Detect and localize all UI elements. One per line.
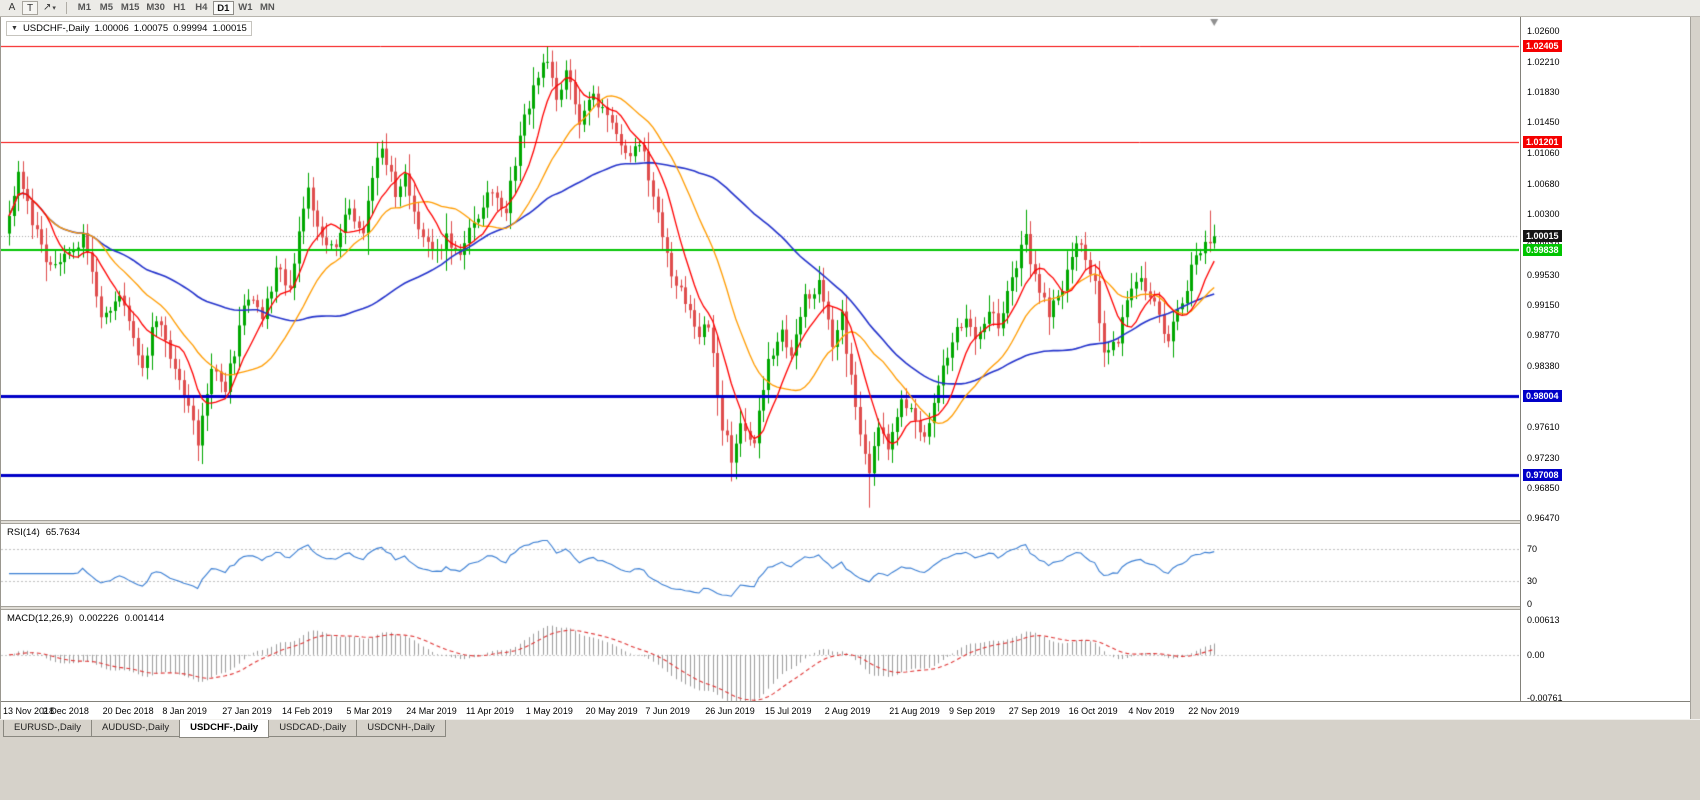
axis-tick-label: -0.00761 <box>1527 693 1563 703</box>
date-tick-label: 15 Jul 2019 <box>765 706 812 716</box>
chart-tab-eurusd[interactable]: EURUSD-,Daily <box>3 720 93 737</box>
timeframe-button-h1[interactable]: H1 <box>173 2 186 13</box>
axis-tick-label: 1.02210 <box>1527 56 1560 67</box>
date-tick-label: 20 May 2019 <box>585 706 638 716</box>
rsi-panel: RSI(14) 65.7634 <box>1 524 1519 606</box>
axis-tick-label: 0.97610 <box>1527 422 1560 433</box>
arrow-icon: ↗ <box>43 2 52 13</box>
date-tick-label: 4 Nov 2019 <box>1128 706 1175 716</box>
timeframe-button-m15[interactable]: M15 <box>120 2 140 13</box>
price-level-badge: 1.02405 <box>1523 40 1562 53</box>
date-tick-label: 1 May 2019 <box>525 706 573 716</box>
date-tick-label: 22 Nov 2019 <box>1188 706 1240 716</box>
date-tick-label: 2 Aug 2019 <box>824 706 871 716</box>
text-tool-button[interactable]: T <box>22 1 38 15</box>
axis-tick-label: 0.99530 <box>1527 269 1560 280</box>
window-right-strip <box>1690 17 1700 719</box>
macd-name: MACD(12,26,9) <box>7 613 73 624</box>
date-tick-label: 2 Dec 2018 <box>42 706 89 716</box>
macd-panel: MACD(12,26,9) 0.002226 0.001414 <box>1 610 1519 701</box>
date-tick-label: 16 Oct 2019 <box>1068 706 1118 716</box>
timeframe-button-mn[interactable]: MN <box>259 2 275 13</box>
timeframe-button-group: M1 M5 M15 M30 H1 H4 D1 W1 MN <box>74 1 278 15</box>
timeframe-button-d1[interactable]: D1 <box>212 1 234 15</box>
macd-main-value: 0.002226 <box>79 613 119 624</box>
axis-tick-label: 0.97230 <box>1527 452 1560 463</box>
chart-symbol-label: USDCHF-,Daily <box>22 23 90 34</box>
price-level-badge: 0.98004 <box>1523 390 1562 403</box>
candlestick-chart-canvas[interactable] <box>1 17 1519 520</box>
date-tick-label: 13 Nov 2018 <box>3 706 55 716</box>
date-tick-label: 27 Jan 2019 <box>222 706 272 716</box>
ohlc-close: 1.00015 <box>212 23 247 34</box>
rsi-chart-canvas[interactable] <box>1 524 1519 606</box>
price-axis[interactable]: 1.02600 1.02210 1.01830 1.01450 1.01060 1.006… <box>1520 17 1690 703</box>
axis-tick-label: 1.01450 <box>1527 117 1560 128</box>
axis-tick-label: 1.01060 <box>1527 148 1560 159</box>
date-tick-label: 21 Aug 2019 <box>889 706 940 716</box>
chart-tab-bar: EURUSD-,Daily AUDUSD-,Daily USDCHF-,Daily U… <box>0 719 1700 739</box>
panel-splitter-rsi[interactable] <box>1 520 1700 524</box>
symbol-dropdown-icon: ▼ <box>11 25 18 32</box>
axis-tick-label: 1.01830 <box>1527 87 1560 98</box>
axis-tick-label: 0.00 <box>1527 649 1545 660</box>
axis-tick-label: 30 <box>1527 575 1538 586</box>
date-tick-label: 11 Apr 2019 <box>466 706 514 716</box>
axis-tick-label: 70 <box>1527 544 1538 555</box>
chart-symbol-box[interactable]: ▼ USDCHF-,Daily 1.00006 1.00075 0.99994 … <box>6 21 252 36</box>
axis-tick-label: 1.00680 <box>1527 178 1560 189</box>
macd-label-row: MACD(12,26,9) 0.002226 0.001414 <box>7 613 164 624</box>
timeframe-button-m1[interactable]: M1 <box>77 2 91 13</box>
axis-tick-label: 0 <box>1527 599 1533 609</box>
date-tick-label: 8 Jan 2019 <box>162 706 207 716</box>
axis-tick-label: 0.98770 <box>1527 330 1560 341</box>
price-level-badge: 0.99838 <box>1523 244 1562 257</box>
axis-tick-label: 1.02600 <box>1527 26 1560 36</box>
cursor-tool-button[interactable]: A <box>8 2 16 13</box>
date-tick-label: 7 Jun 2019 <box>645 706 690 716</box>
date-tick-label: 20 Dec 2018 <box>102 706 154 716</box>
timeframe-button-h4[interactable]: H4 <box>195 2 208 13</box>
price-level-badge: 1.01201 <box>1523 136 1562 149</box>
axis-tick-label: 0.96470 <box>1527 513 1560 523</box>
date-tick-label: 27 Sep 2019 <box>1008 706 1060 716</box>
panel-splitter-macd[interactable] <box>1 606 1700 610</box>
chevron-down-icon: ▾ <box>52 5 56 12</box>
price-chart-panel: ▼ USDCHF-,Daily 1.00006 1.00075 0.99994 … <box>1 17 1519 520</box>
chart-area: ▼ USDCHF-,Daily 1.00006 1.00075 0.99994 … <box>0 17 1700 719</box>
date-tick-label: 14 Feb 2019 <box>282 706 333 716</box>
axis-tick-label: 0.99150 <box>1527 300 1560 311</box>
macd-chart-canvas[interactable] <box>1 610 1519 701</box>
rsi-value: 65.7634 <box>45 527 81 538</box>
price-level-badge: 1.00015 <box>1523 230 1562 243</box>
arrows-tool-button[interactable]: ↗▾ <box>40 1 59 15</box>
timeframe-button-m5[interactable]: M5 <box>99 2 113 13</box>
chart-tab-usdchf[interactable]: USDCHF-,Daily <box>179 720 270 738</box>
axis-tick-label: 1.00300 <box>1527 208 1560 219</box>
macd-signal-value: 0.001414 <box>124 613 165 624</box>
chart-tab-usdcnh[interactable]: USDCNH-,Daily <box>356 720 446 737</box>
time-axis[interactable]: 13 Nov 2018 2 Dec 2018 20 Dec 2018 8 Jan 20… <box>1 701 1700 719</box>
ohlc-low: 0.99994 <box>173 23 208 34</box>
toolbar-separator <box>65 2 67 14</box>
rsi-name: RSI(14) <box>7 527 40 538</box>
price-level-badge: 0.97008 <box>1523 469 1562 482</box>
top-toolbar: A T ↗▾ M1 M5 M15 M30 H1 H4 D1 W1 MN <box>0 0 1700 17</box>
chart-tab-audusd[interactable]: AUDUSD-,Daily <box>91 720 181 737</box>
timeframe-button-w1[interactable]: W1 <box>238 2 253 13</box>
date-tick-label: 5 Mar 2019 <box>346 706 392 716</box>
chart-tab-usdcad[interactable]: USDCAD-,Daily <box>268 720 358 737</box>
date-tick-label: 9 Sep 2019 <box>949 706 996 716</box>
axis-tick-label: 0.00613 <box>1527 615 1560 625</box>
ohlc-open: 1.00006 <box>94 23 129 34</box>
date-tick-label: 24 Mar 2019 <box>406 706 457 716</box>
footer-space <box>0 739 1700 800</box>
rsi-label-row: RSI(14) 65.7634 <box>7 527 80 538</box>
date-tick-label: 26 Jun 2019 <box>705 706 755 716</box>
axis-tick-label: 0.98380 <box>1527 361 1560 372</box>
timeframe-button-m30[interactable]: M30 <box>146 2 165 13</box>
ohlc-high: 1.00075 <box>133 23 169 34</box>
axis-tick-label: 0.96850 <box>1527 482 1560 493</box>
